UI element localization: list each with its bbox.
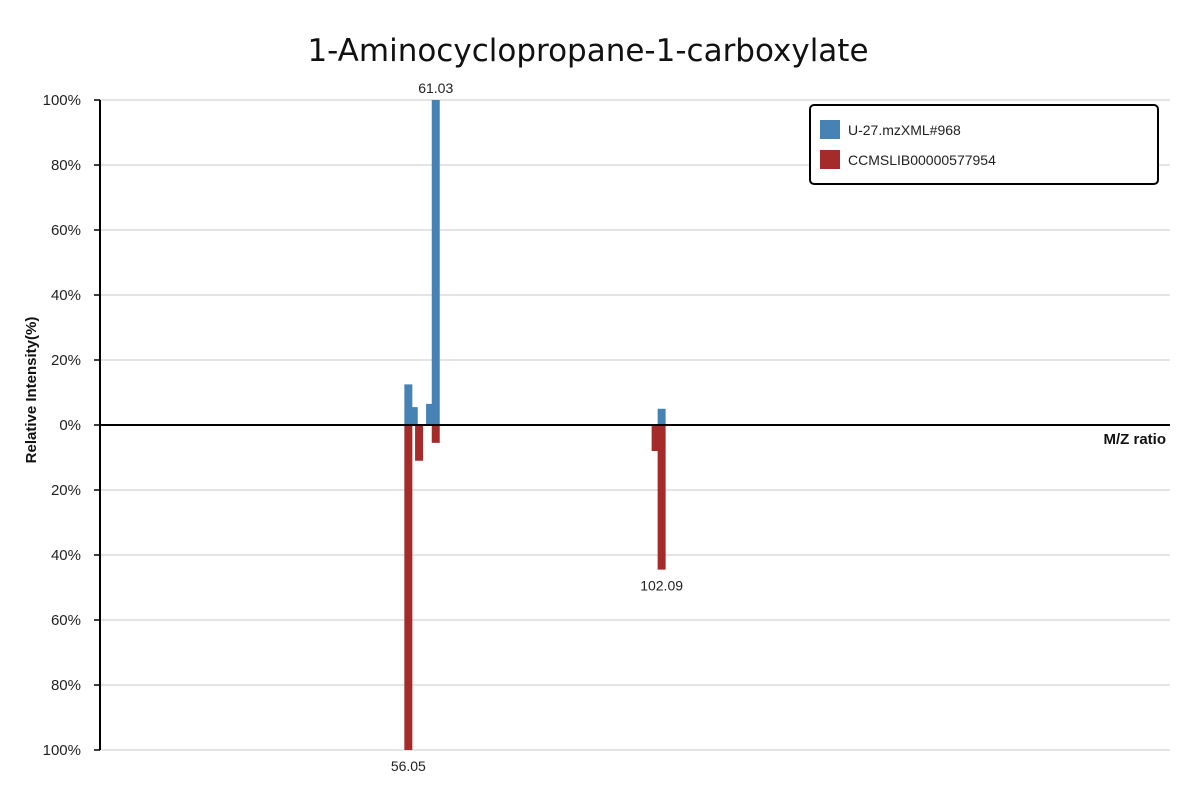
peak-bar-series-2 [431, 425, 440, 443]
peak-bar-series-1 [409, 407, 418, 425]
peak-label: 61.03 [418, 80, 453, 96]
peak-bar-series-1 [426, 403, 435, 425]
peak-labels: 61.03 56.05 102.09 [391, 80, 683, 774]
peak-bar-series-1 [404, 384, 413, 425]
legend-swatch-series-2 [820, 150, 840, 169]
legend-swatch-series-1 [820, 120, 840, 139]
y-tick-label: 20% [51, 482, 81, 499]
y-tick-label: 20% [51, 352, 81, 369]
legend-label-series-1: U-27.mzXML#968 [848, 122, 961, 138]
y-axis-ticks: 100% 80% 60% 40% 20% 0% 20% 40% 60% 80% 100% [43, 92, 100, 759]
peak-bar-series-2 [651, 425, 660, 451]
peak-bar-series-2 [404, 425, 413, 750]
legend-label-series-2: CCMSLIB00000577954 [848, 152, 996, 168]
chart-title: 1-Aminocyclopropane-1-carboxylate [307, 33, 868, 69]
y-tick-label: 100% [43, 742, 81, 759]
y-tick-label: 40% [51, 287, 81, 304]
legend-box [809, 104, 1159, 185]
legend: U-27.mzXML#968 CCMSLIB00000577954 [809, 104, 1159, 185]
gridlines [100, 99, 1170, 751]
peak-label: 56.05 [391, 758, 426, 774]
y-tick-label: 0% [59, 417, 81, 434]
y-tick-label: 100% [43, 92, 81, 109]
y-tick-label: 60% [51, 612, 81, 629]
peak-bar-series-2 [415, 425, 424, 461]
peak-bar-series-1 [657, 408, 666, 425]
y-tick-label: 80% [51, 677, 81, 694]
y-tick-label: 40% [51, 547, 81, 564]
peak-bars [404, 100, 666, 750]
x-axis-title: M/Z ratio [1104, 431, 1167, 448]
peak-bar-series-1 [431, 100, 440, 425]
y-tick-label: 60% [51, 222, 81, 239]
peak-label: 102.09 [640, 578, 683, 594]
peak-bar-series-2 [657, 425, 666, 570]
y-tick-label: 80% [51, 157, 81, 174]
y-axis-title: Relative Intensity(%) [23, 317, 40, 464]
